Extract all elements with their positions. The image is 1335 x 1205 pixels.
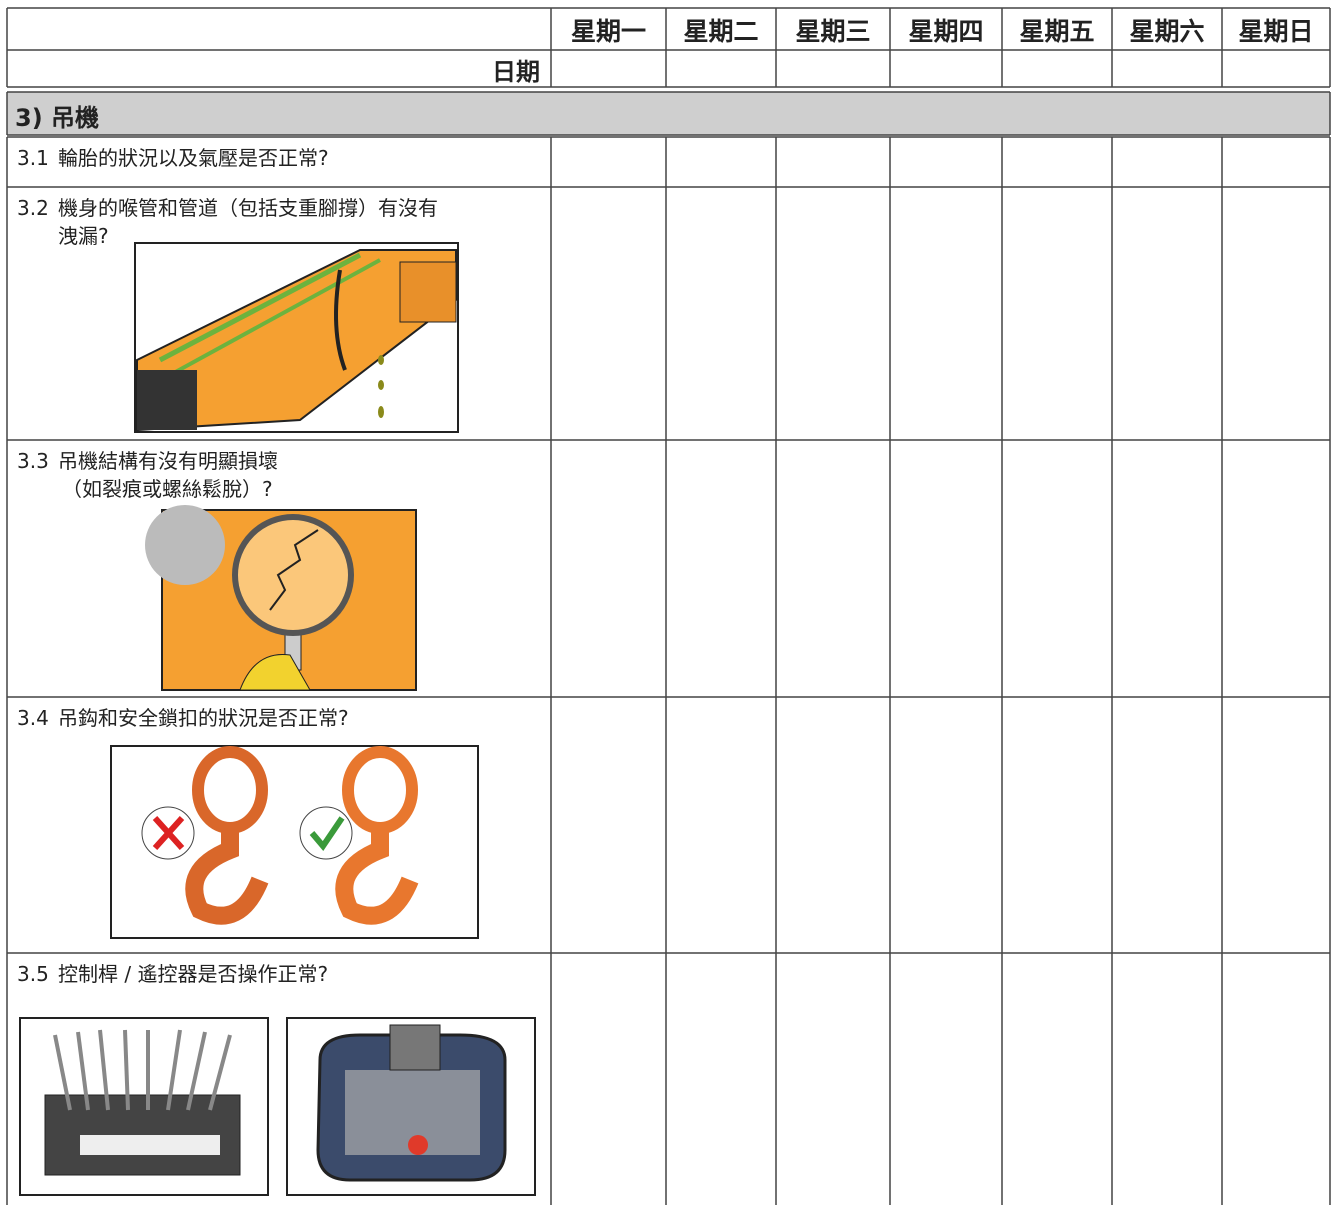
item-text: 輪胎的狀況以及氣壓是否正常? bbox=[58, 146, 329, 170]
section-band bbox=[7, 92, 1330, 135]
item-number: 3.3 bbox=[17, 449, 49, 473]
lever-illustration bbox=[19, 1017, 269, 1196]
crack-inspection-illustration bbox=[145, 505, 417, 691]
date-label: 日期 bbox=[492, 58, 540, 86]
item-number: 3.4 bbox=[17, 706, 49, 730]
item-text: 吊機結構有沒有明顯損壞 bbox=[58, 449, 278, 473]
hook-illustration bbox=[110, 745, 479, 939]
item-text: 控制桿 / 遙控器是否操作正常? bbox=[58, 962, 329, 986]
item-number: 3.5 bbox=[17, 962, 49, 986]
day-header: 星期四 bbox=[908, 17, 984, 46]
item-text: 吊鈎和安全鎖扣的狀況是否正常? bbox=[58, 706, 349, 730]
item-number: 3.2 bbox=[17, 196, 49, 220]
item-text: （如裂痕或螺絲鬆脫）? bbox=[62, 477, 273, 501]
day-header: 星期一 bbox=[570, 17, 646, 46]
grid bbox=[6, 7, 1331, 1205]
day-header: 星期五 bbox=[1019, 17, 1095, 46]
item-text: 機身的喉管和管道（包括支重腳撐）有沒有 bbox=[58, 196, 438, 220]
day-header: 星期二 bbox=[683, 17, 759, 46]
section-title: 3) 吊機 bbox=[15, 104, 100, 132]
day-header: 星期六 bbox=[1129, 17, 1205, 46]
hose-leak-illustration bbox=[134, 242, 459, 433]
item-text: 洩漏? bbox=[58, 224, 109, 248]
day-header: 星期三 bbox=[795, 17, 871, 46]
remote-illustration bbox=[286, 1017, 536, 1196]
day-header: 星期日 bbox=[1238, 17, 1314, 46]
item-number: 3.1 bbox=[17, 146, 49, 170]
